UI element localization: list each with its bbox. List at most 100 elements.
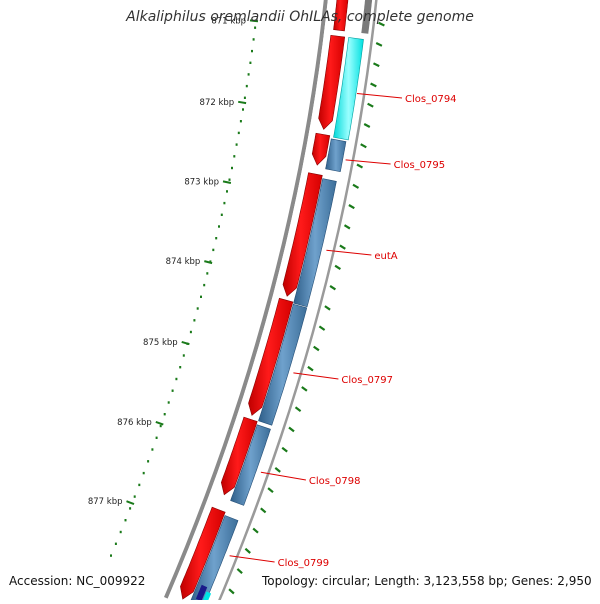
gc-mark (370, 82, 377, 88)
scale-dot (237, 131, 240, 135)
feature-mark-bottom (195, 584, 208, 602)
cog-blue-clos-0798 (230, 424, 271, 506)
gc-mark (329, 284, 337, 291)
scale-dot (247, 73, 250, 76)
cds-clos-0799 (180, 506, 226, 600)
scale-dot (175, 377, 178, 381)
gene-label-clos-0797: Clos_0797 (341, 375, 393, 386)
scale-dot (233, 155, 236, 158)
gc-mark (236, 568, 243, 575)
gene-leader-line (260, 471, 306, 481)
scale-dot (110, 554, 112, 557)
gc-mark (307, 365, 314, 372)
cds-partial-top (333, 0, 349, 32)
genome-title: Alkaliphilus oremlandii OhILAs, complete… (126, 9, 474, 25)
gc-mark (281, 446, 288, 453)
gene-label-euta: eutA (374, 251, 397, 262)
scale-dot (209, 260, 212, 263)
scale-dot (179, 366, 182, 369)
scale-tick (204, 260, 213, 265)
scale-dot (151, 448, 154, 451)
gene-leader-line (326, 249, 372, 256)
gc-mark (352, 183, 360, 189)
scale-dot (220, 213, 223, 216)
scale-dot (249, 61, 252, 64)
scale-tick (238, 100, 247, 105)
gene-label-clos-0798: Clos_0798 (309, 476, 361, 487)
scale-tick (126, 500, 135, 506)
gene-label-clos-0799: Clos_0799 (278, 558, 330, 569)
gc-mark (267, 487, 274, 494)
scale-dot (251, 49, 253, 53)
scale-label-872: 872 kbp (200, 98, 235, 108)
cds-euta (282, 172, 323, 297)
gc-mark (301, 386, 308, 392)
gene-leader-line (345, 159, 391, 165)
scale-dot (226, 190, 228, 193)
scale-dot (239, 120, 242, 123)
scale-label-875: 875 kbp (143, 338, 178, 348)
gc-mark (294, 406, 302, 412)
gc-mark (343, 224, 351, 230)
gc-mark (339, 244, 346, 250)
scale-dot (235, 143, 238, 146)
gc-mark (260, 507, 267, 514)
scale-dot (124, 519, 127, 522)
gc-mark (324, 305, 331, 311)
gene-leader-line (293, 372, 339, 380)
gc-mark (228, 588, 235, 595)
gc-mark (318, 325, 326, 331)
scale-dot (147, 460, 150, 463)
scale-dot (193, 319, 196, 322)
gc-mark (356, 163, 364, 169)
scale-dot (245, 84, 248, 88)
gene-label-clos-0794: Clos_0794 (405, 94, 457, 105)
scale-dot (243, 96, 246, 99)
scale-dot (254, 26, 257, 29)
cds-clos-0798 (220, 416, 258, 496)
gc-mark (363, 123, 371, 128)
scale-dot (119, 530, 122, 534)
scale-label-876: 876 kbp (117, 418, 152, 428)
gc-mark (274, 467, 281, 473)
scale-dot (215, 237, 218, 240)
cog-blue-clos-0795 (325, 138, 347, 173)
scale-tick (222, 180, 232, 184)
gc-mark (373, 62, 380, 68)
gc-mark (378, 21, 385, 27)
scale-dot (196, 307, 199, 310)
scale-dot (212, 248, 215, 252)
gc-mark (375, 42, 383, 47)
gene-leader-line (229, 555, 275, 563)
gc-mark (244, 547, 251, 554)
scale-tick (155, 420, 164, 426)
scale-tick (249, 19, 259, 23)
cog-cyan-clos-0794 (333, 37, 364, 141)
scale-dot (171, 389, 174, 392)
scale-dot (223, 201, 226, 205)
scale-dot (159, 424, 162, 428)
scale-dot (231, 166, 233, 170)
cds-clos-0795 (311, 132, 331, 166)
scale-label-873: 873 kbp (184, 177, 219, 187)
scale-label-871: 871 kbp (211, 16, 246, 26)
scale-label-877: 877 kbp (88, 497, 123, 507)
gc-mark (252, 527, 259, 534)
scale-tick (181, 340, 190, 346)
scale-dot (114, 542, 117, 545)
gc-mark (313, 345, 320, 352)
gc-mark (360, 143, 367, 149)
scale-label-874: 874 kbp (166, 257, 201, 267)
cds-clos-0797 (248, 297, 294, 416)
gc-mark (348, 204, 355, 210)
cog-blue-euta (293, 178, 337, 308)
cog-blue-clos-0799 (189, 515, 239, 604)
scale-dot (155, 436, 158, 439)
scale-dot (206, 272, 209, 275)
gc-mark (334, 264, 341, 271)
scale-dot (200, 295, 202, 298)
scale-dot (138, 483, 141, 487)
scale-dot (218, 225, 220, 228)
genome-summary-text: Topology: circular; Length: 3,123,558 bp… (262, 574, 592, 588)
